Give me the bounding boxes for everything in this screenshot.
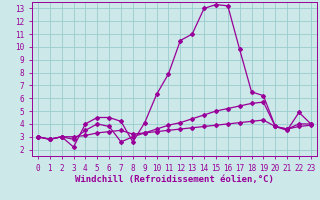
X-axis label: Windchill (Refroidissement éolien,°C): Windchill (Refroidissement éolien,°C)	[75, 175, 274, 184]
